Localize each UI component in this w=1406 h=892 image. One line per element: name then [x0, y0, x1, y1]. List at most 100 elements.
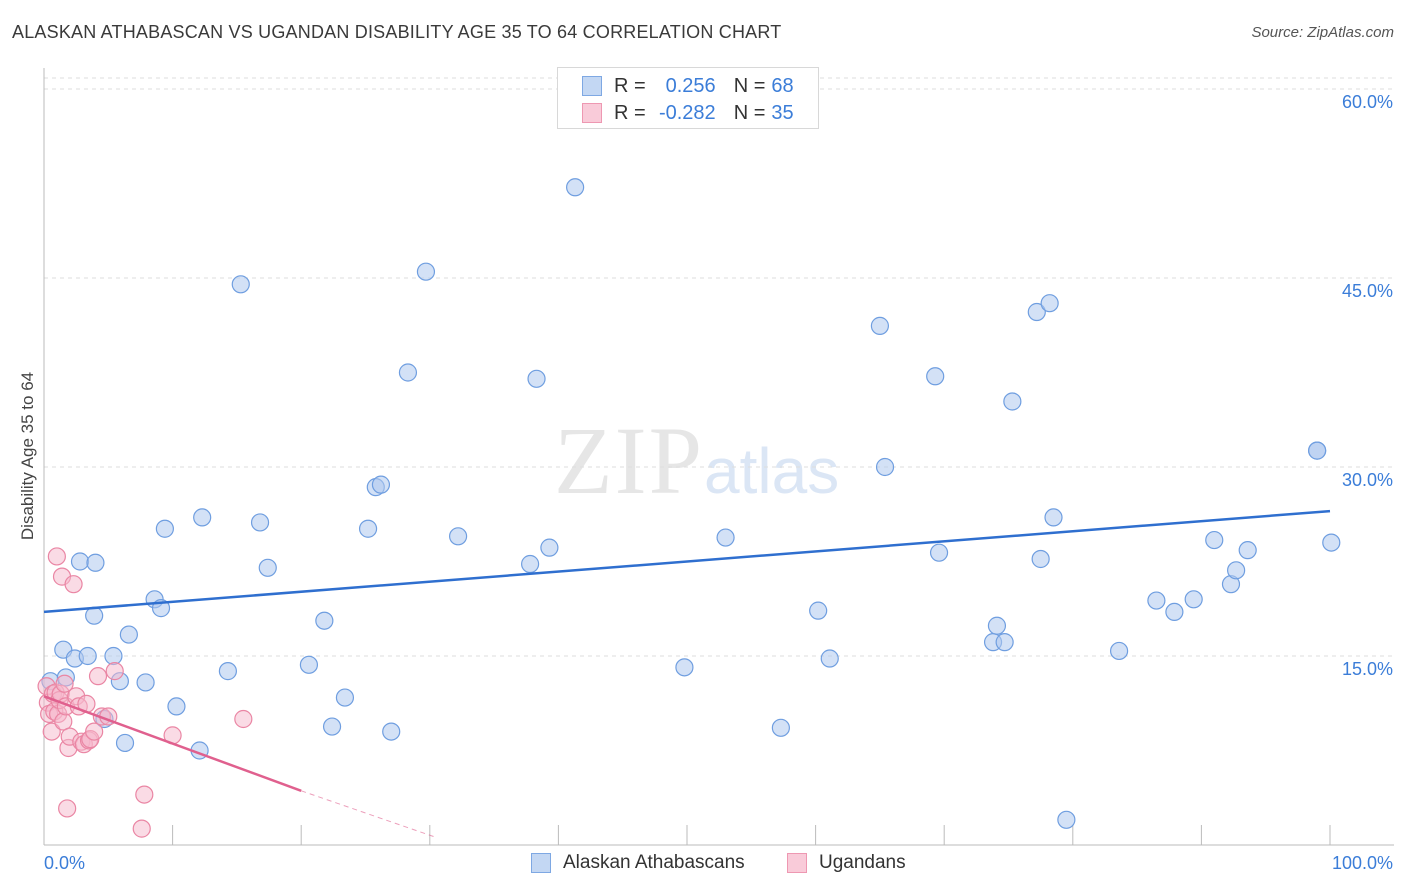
axes: [43, 68, 1394, 846]
legend-swatch-pink: [787, 853, 807, 873]
y-tick-label: 60.0%: [1342, 92, 1393, 112]
data-point-alaskan: [115, 733, 135, 753]
y-axis-label: Disability Age 35 to 64: [18, 372, 37, 540]
data-point-alaskan: [86, 553, 105, 572]
data-point-ugandan: [234, 709, 253, 729]
chart-title: ALASKAN ATHABASCAN VS UGANDAN DISABILITY…: [12, 22, 782, 42]
legend-label-ugandan: Ugandans: [819, 852, 906, 873]
trend-line-ugandan: [43, 695, 302, 792]
data-point-alaskan: [1165, 602, 1184, 622]
data-point-alaskan: [675, 658, 694, 677]
data-point-ugandan: [47, 547, 66, 566]
data-point-alaskan: [155, 519, 174, 538]
data-point-ugandan: [105, 662, 124, 681]
data-point-alaskan: [995, 633, 1014, 652]
data-point-alaskan: [1027, 302, 1046, 322]
n-value: 35: [771, 101, 794, 124]
data-point-alaskan: [809, 601, 828, 620]
correlation-legend: R = 0.256 N = 68 R = -0.282 N = 35: [557, 67, 819, 129]
data-point-alaskan: [1147, 591, 1166, 610]
data-point-alaskan: [258, 558, 277, 577]
trend-lines: [43, 509, 1331, 838]
trend-line-ugandan-extension: [301, 790, 437, 838]
series-ugandans: [37, 547, 253, 838]
data-point-ugandan: [88, 667, 108, 686]
data-point-alaskan: [218, 662, 237, 681]
data-point-alaskan: [78, 646, 97, 666]
data-point-alaskan: [1322, 533, 1341, 552]
data-point-alaskan: [299, 655, 319, 674]
data-point-alaskan: [371, 475, 391, 494]
legend-row-ugandan: R = -0.282 N = 35: [582, 101, 794, 125]
data-point-alaskan: [358, 519, 378, 538]
data-point-alaskan: [1031, 549, 1050, 569]
trend-line-alaskan: [43, 509, 1331, 614]
data-point-alaskan: [70, 552, 90, 571]
data-point-alaskan: [1040, 294, 1059, 313]
data-point-alaskan: [398, 363, 418, 382]
data-point-alaskan: [1057, 810, 1076, 829]
data-point-ugandan: [58, 799, 77, 818]
data-point-alaskan: [85, 606, 104, 625]
data-point-alaskan: [875, 457, 895, 477]
data-point-alaskan: [1205, 530, 1224, 550]
x-tick-label-max: 100.0%: [1332, 853, 1393, 873]
data-point-alaskan: [566, 178, 585, 197]
data-point-ugandan: [64, 575, 83, 594]
watermark-atlas: atlas: [704, 435, 840, 507]
data-point-alaskan: [1238, 541, 1257, 560]
data-point-alaskan: [521, 554, 540, 574]
data-point-alaskan: [929, 543, 949, 562]
data-point-alaskan: [193, 508, 212, 527]
series-legend: Alaskan Athabascans Ugandans: [0, 852, 1406, 876]
r-label: R =: [614, 101, 646, 124]
data-point-alaskan: [104, 646, 123, 666]
data-point-alaskan: [1003, 392, 1022, 411]
data-point-alaskan: [315, 611, 334, 630]
data-point-ugandan: [42, 722, 61, 741]
data-point-alaskan: [771, 718, 790, 737]
data-point-ugandan: [85, 722, 104, 741]
legend-swatch-pink: [582, 103, 602, 123]
data-point-alaskan: [1184, 590, 1203, 609]
data-point-alaskan: [1308, 441, 1327, 460]
series-alaskan-athabascans: [41, 178, 1341, 829]
data-point-alaskan: [1227, 561, 1246, 580]
data-point-alaskan: [231, 275, 250, 294]
legend-item-ugandan[interactable]: Ugandans: [787, 852, 906, 874]
n-label: N =: [733, 101, 766, 124]
legend-swatch-blue: [531, 853, 551, 873]
data-point-alaskan: [540, 538, 559, 557]
data-point-alaskan: [250, 513, 270, 532]
data-point-alaskan: [716, 528, 735, 547]
data-point-alaskan: [167, 697, 186, 716]
data-point-alaskan: [987, 616, 1007, 635]
r-value: -0.282: [658, 101, 716, 124]
y-tick-label: 30.0%: [1342, 470, 1393, 490]
tick-labels: 15.0% 30.0% 45.0% 60.0% 0.0% 100.0%: [44, 92, 1393, 873]
y-tick-label: 15.0%: [1342, 659, 1393, 679]
r-label: R =: [614, 74, 646, 97]
data-point-alaskan: [926, 367, 945, 386]
data-point-alaskan: [527, 369, 546, 388]
n-label: N =: [733, 74, 766, 97]
r-value: 0.256: [665, 74, 716, 97]
data-point-alaskan: [1044, 508, 1063, 527]
legend-row-alaskan: R = 0.256 N = 68: [582, 74, 794, 98]
n-value: 68: [771, 74, 794, 97]
data-point-ugandan: [54, 712, 73, 731]
data-point-alaskan: [335, 688, 355, 707]
gridlines: [44, 77, 1394, 657]
data-point-alaskan: [119, 625, 138, 644]
data-point-alaskan: [382, 722, 401, 741]
data-point-alaskan: [136, 673, 155, 692]
data-point-ugandan: [135, 785, 154, 804]
legend-item-alaskan[interactable]: Alaskan Athabascans: [531, 852, 745, 874]
legend-label-alaskan: Alaskan Athabascans: [563, 852, 745, 873]
watermark: ZIPatlas: [554, 405, 839, 516]
source-credit: Source: ZipAtlas.com: [1251, 24, 1394, 41]
data-point-alaskan: [448, 527, 468, 546]
data-point-alaskan: [870, 316, 890, 335]
data-point-ugandan: [132, 819, 151, 838]
data-point-alaskan: [1109, 641, 1129, 661]
